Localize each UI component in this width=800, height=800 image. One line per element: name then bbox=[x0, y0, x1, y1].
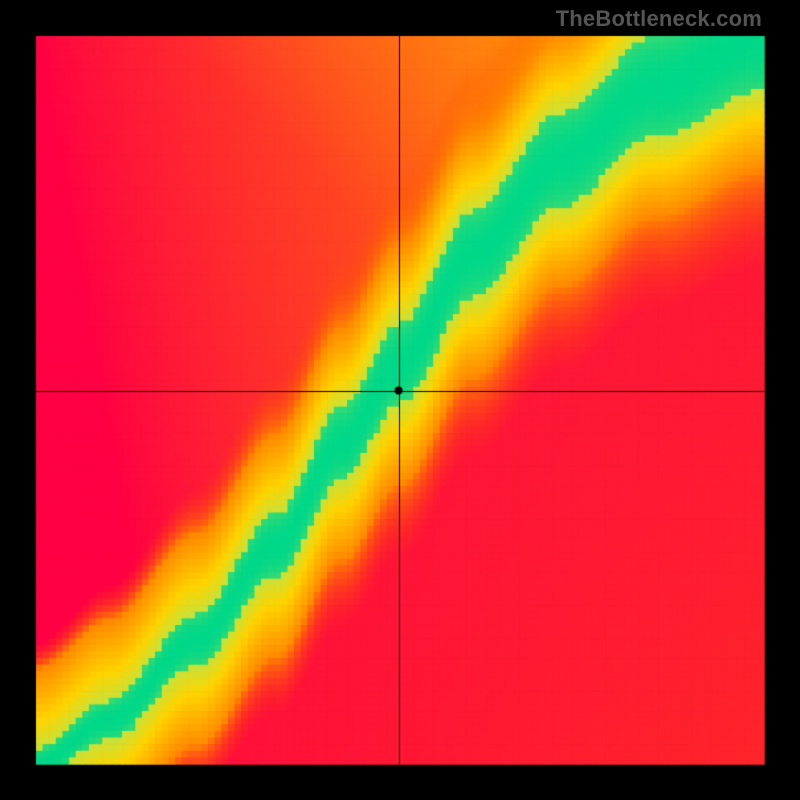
chart-container: TheBottleneck.com bbox=[0, 0, 800, 800]
bottleneck-heatmap bbox=[0, 0, 800, 800]
watermark: TheBottleneck.com bbox=[556, 6, 762, 32]
